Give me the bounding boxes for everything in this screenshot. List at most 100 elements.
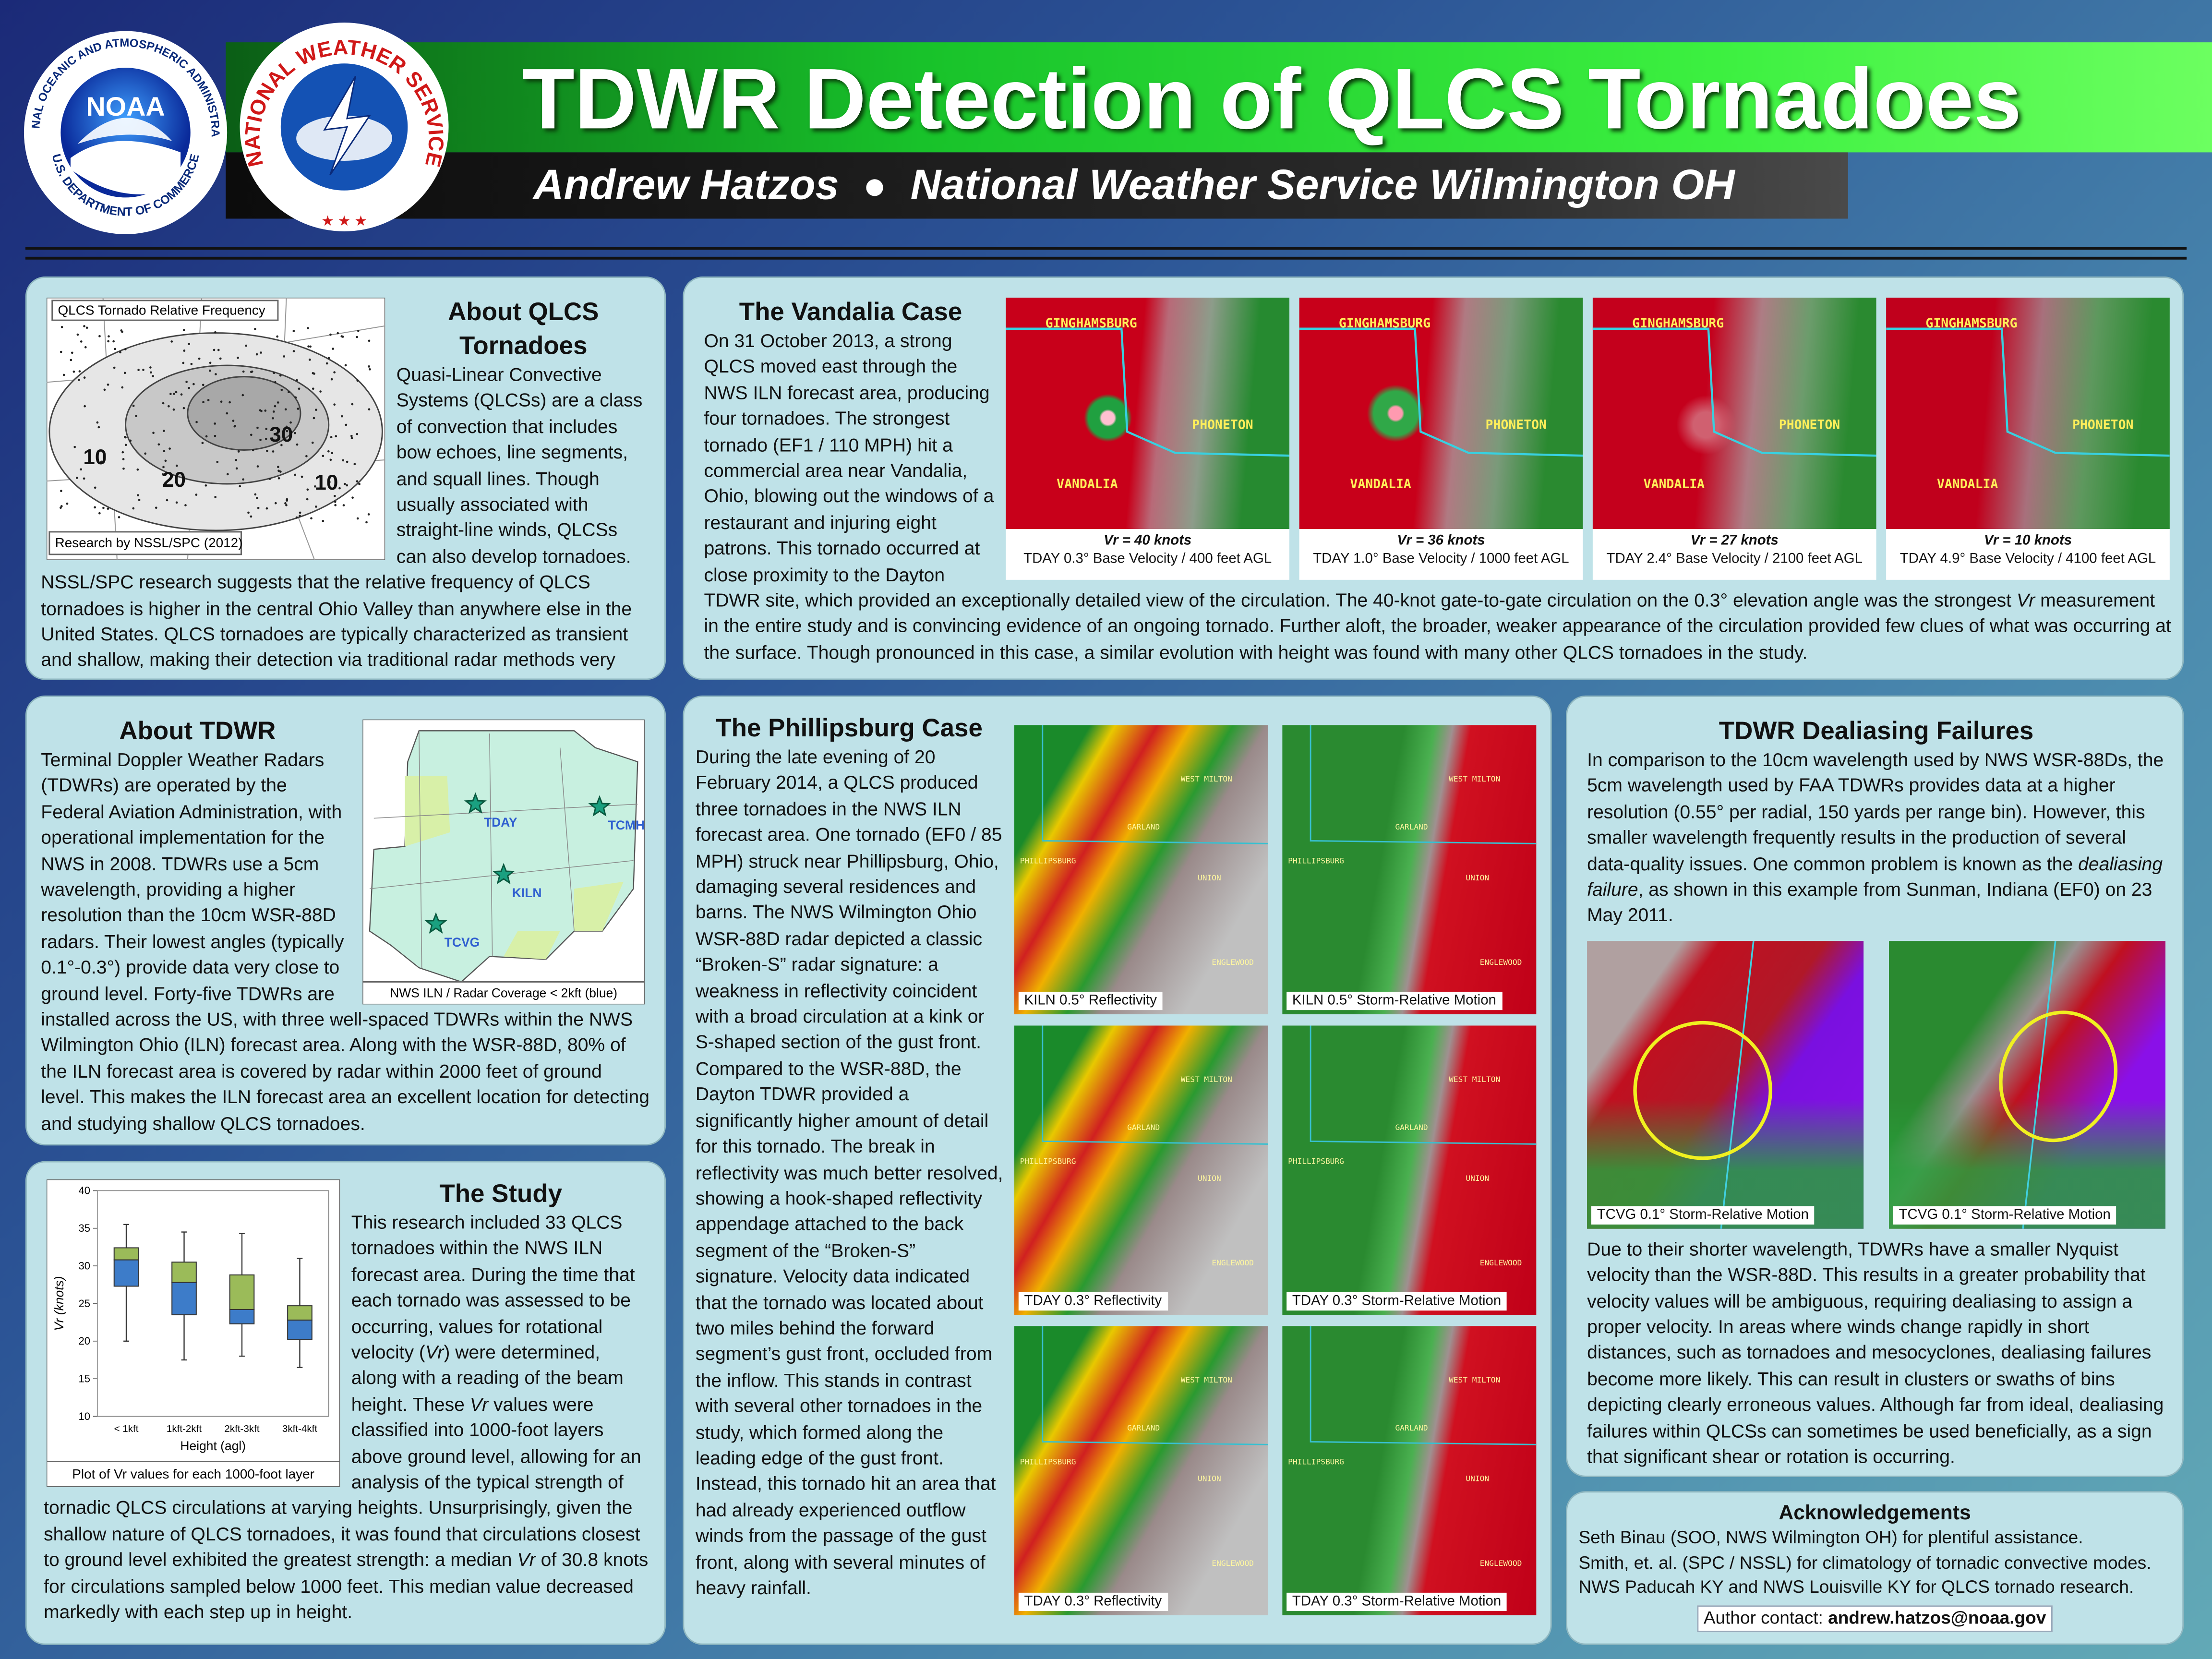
box-upper [171, 1262, 197, 1283]
radar-site [464, 792, 487, 814]
map-caption: Research by NSSL/SPC (2012) [55, 535, 243, 550]
tornado-dot [208, 369, 211, 372]
tornado-dot [292, 350, 295, 352]
tornado-dot [346, 484, 349, 487]
y-tick-label: 15 [79, 1373, 91, 1385]
tornado-dot [296, 443, 299, 446]
tornado-dot [96, 421, 99, 424]
tornado-dot [213, 349, 216, 351]
tornado-dot [175, 464, 178, 467]
tornado-dot [325, 362, 328, 365]
tornado-dot [84, 405, 86, 408]
boundary [2022, 940, 2056, 1229]
ack-lines: Seth Binau (SOO, NWS Wilmington OH) for … [1578, 1527, 2171, 1600]
tornado-dot [284, 502, 287, 505]
tornado-dot [76, 333, 79, 336]
town-label: GARLAND [1127, 1425, 1160, 1433]
county-line [1886, 327, 2170, 457]
radar-caption: TCVG 0.1° Storm-Relative Motion [1591, 1206, 1815, 1225]
tornado-dot [260, 351, 262, 354]
tornado-dot [60, 350, 62, 353]
tornado-dot [182, 361, 185, 364]
tornado-dot [368, 408, 371, 411]
tornado-dot [73, 445, 76, 448]
tornado-dot [122, 458, 125, 460]
tornado-dot [129, 439, 132, 442]
tornado-dot [242, 478, 245, 481]
ack-line: NWS Paducah KY and NWS Louisville KY for… [1578, 1577, 2134, 1597]
boundary [1006, 327, 1290, 457]
tornado-dot [294, 396, 297, 399]
town-label: PHILLIPSBURG [1288, 1158, 1344, 1167]
county-line [1006, 327, 1290, 457]
noaa-logo: NOAA NATIONAL OCEANIC AND ATMOSPHERIC AD… [14, 28, 228, 234]
tornado-dot [343, 482, 346, 485]
tornado-dot [97, 426, 100, 429]
tornado-dot [353, 463, 356, 466]
tornado-dot [215, 373, 217, 375]
tornado-dot [340, 335, 343, 337]
tornado-dot [301, 475, 303, 478]
tornado-dot [255, 353, 258, 356]
overlay [1999, 940, 2118, 1229]
box-plot: 10 15 20 25 30 35 40 Vr (knots) Height (agl) Plot… [46, 1179, 340, 1487]
tornado-dot [121, 386, 124, 389]
boundary [1886, 327, 2170, 457]
radar-caption: TDAY 0.3° Storm-Relative Motion [1286, 1592, 1507, 1611]
tornado-dot [175, 501, 178, 504]
dealiasing-images: TCVG 0.1° Storm-Relative Motion TCVG 0.1°… [1587, 940, 2166, 1229]
tornado-dot [219, 357, 222, 360]
town-label: PHILLIPSBURG [1288, 1458, 1344, 1467]
text-run: Terminal Doppler Weather Radars (TDWRs) … [41, 749, 650, 1134]
tornado-dot [329, 458, 332, 461]
tornado-dot [237, 356, 239, 359]
radar-site [492, 863, 515, 885]
tornado-dot [198, 357, 201, 360]
tornado-dot [266, 449, 268, 452]
body-text: On 31 October 2013, a strong QLCS moved … [704, 329, 2174, 666]
body-text: In comparison to the 10cm wavelength use… [1587, 748, 2165, 930]
tornado-dot [356, 433, 359, 435]
box-upper [287, 1305, 313, 1321]
heading: About TDWR [119, 716, 276, 745]
tornado-dot [135, 415, 137, 417]
tornado-dot [242, 370, 245, 373]
tornado-dot [183, 349, 186, 352]
y-tick-label: 25 [79, 1298, 91, 1310]
tornado-dot [184, 504, 187, 506]
tornado-dot [119, 351, 121, 354]
tornado-dot [333, 371, 336, 373]
county-line [1299, 327, 1583, 457]
tornado-dot [294, 473, 297, 476]
tornado-dot [252, 449, 254, 452]
radar-panel: WEST MILTON GARLAND PHILLIPSBURG UNION ENGLE… [1014, 1326, 1268, 1615]
tornado-dot [226, 473, 229, 476]
tornado-dot [235, 459, 238, 461]
tornado-dot [315, 505, 317, 508]
tornado-dot [60, 490, 62, 493]
y-axis-label: Vr (knots) [52, 1276, 66, 1331]
county-line [1592, 327, 1876, 457]
tornado-dot [124, 348, 127, 350]
tornado-dot [351, 403, 354, 406]
tornado-dot [350, 437, 353, 440]
radar-caption: TDAY 0.3° Reflectivity [1018, 1592, 1168, 1611]
town-label: UNION [1466, 1475, 1490, 1484]
tornado-dot [277, 466, 279, 469]
radar-panel: GINGHAMSBURG PHONETON VANDALIA Vr = 36 knot… [1299, 298, 1583, 580]
about-tdwr-panel: TDAY TCMH KILN TCVG NWS ILN / Radar Coverag… [25, 695, 666, 1146]
tornado-dot [265, 428, 268, 430]
tornado-dot [241, 394, 244, 397]
tornado-dot [137, 494, 139, 497]
tornado-dot [152, 432, 155, 434]
tornado-dot [188, 343, 191, 345]
vr-value: Vr = 27 knots [1690, 533, 1779, 550]
tornado-dot [98, 512, 101, 515]
tornado-dot [123, 372, 126, 374]
tornado-dot [71, 351, 73, 354]
tornado-dot [286, 499, 289, 502]
tornado-dot [268, 478, 271, 480]
tornado-dot [228, 401, 231, 404]
tornado-dot [312, 372, 314, 374]
tornado-dot [202, 401, 204, 404]
